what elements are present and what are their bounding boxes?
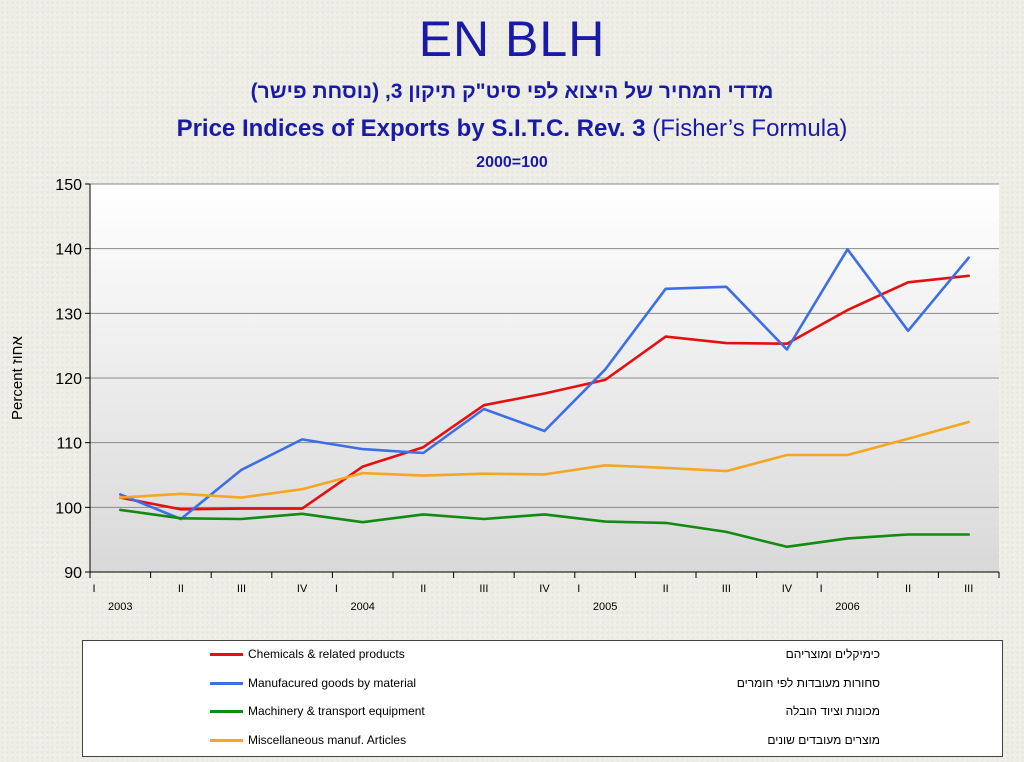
x-quarter-label: II [178, 583, 184, 595]
y-tick-label: 90 [64, 565, 82, 582]
legend-label-en: Machinery & transport equipment [248, 704, 425, 718]
series-line-miscellaneous [119, 420, 971, 499]
legend-item-miscellaneous: Miscellaneous manuf. Articles מוצרים מעו… [83, 731, 1002, 751]
y-tick-label: 150 [55, 177, 82, 194]
english-subtitle-bold: Price Indices of Exports by S.I.T.C. Rev… [176, 115, 646, 142]
y-tick-label: 130 [55, 306, 82, 323]
x-quarter-label: III [237, 583, 246, 595]
english-subtitle: Price Indices of Exports by S.I.T.C. Rev… [0, 115, 1024, 143]
hebrew-subtitle: מדדי המחיר של היצוא לפי סיט"ק תיקון 3, (… [250, 80, 774, 103]
legend-item-machinery: Machinery & transport equipment מכונות ו… [83, 702, 1002, 722]
page-title: EN BLH [418, 11, 606, 67]
series-line-manufactured-goods [119, 248, 971, 521]
x-quarter-label: I [820, 583, 823, 595]
x-quarter-label: IV [539, 583, 550, 595]
legend-label-he: סחורות מעובדות לפי חומרים [736, 676, 880, 690]
x-year-label: 2003 [108, 601, 132, 613]
legend-label-en: Manufacured goods by material [248, 676, 417, 690]
legend: Chemicals & related products כימיקלים ומ… [82, 640, 1003, 757]
series-line-chemicals [119, 274, 971, 511]
base-year-label: 2000=100 [476, 154, 548, 171]
x-quarter-label: II [663, 583, 669, 595]
legend-item-chemicals: Chemicals & related products כימיקלים ומ… [83, 645, 1002, 665]
y-tick-label: 110 [56, 436, 82, 453]
legend-swatch-machinery [210, 710, 243, 713]
x-quarter-label: II [905, 583, 911, 595]
english-subtitle-formula: (Fisher’s Formula) [645, 115, 848, 142]
x-quarter-label: III [479, 583, 488, 595]
legend-swatch-manufactured-goods [210, 682, 243, 685]
x-quarter-label: I [92, 583, 95, 595]
legend-swatch-miscellaneous [210, 739, 243, 742]
y-tick-label: 100 [55, 500, 82, 517]
x-quarter-label: III [964, 583, 973, 595]
legend-swatch-chemicals [210, 653, 243, 656]
x-quarter-label: IV [782, 583, 793, 595]
x-year-label: 2005 [593, 601, 617, 613]
legend-label-he: מכונות וציוד הובלה [785, 704, 880, 718]
x-quarter-label: I [577, 583, 580, 595]
y-tick-label: 120 [55, 371, 82, 388]
x-year-label: 2004 [350, 601, 374, 613]
legend-label-he: מוצרים מעובדים שונים [767, 733, 880, 747]
x-quarter-label: II [420, 583, 426, 595]
x-quarter-label: I [335, 583, 338, 595]
legend-label-en: Miscellaneous manuf. Articles [248, 733, 407, 747]
x-quarter-label: IV [297, 583, 308, 595]
y-axis-title: Percent אחוז [9, 335, 26, 419]
legend-item-manufactured-goods: Manufacured goods by material סחורות מעו… [83, 674, 1002, 694]
series-line-machinery [119, 508, 971, 549]
legend-label-he: כימיקלים ומוצריהם [785, 647, 880, 661]
x-quarter-label: III [722, 583, 731, 595]
y-tick-label: 140 [55, 242, 82, 259]
x-year-label: 2006 [835, 601, 859, 613]
legend-label-en: Chemicals & related products [248, 647, 405, 661]
